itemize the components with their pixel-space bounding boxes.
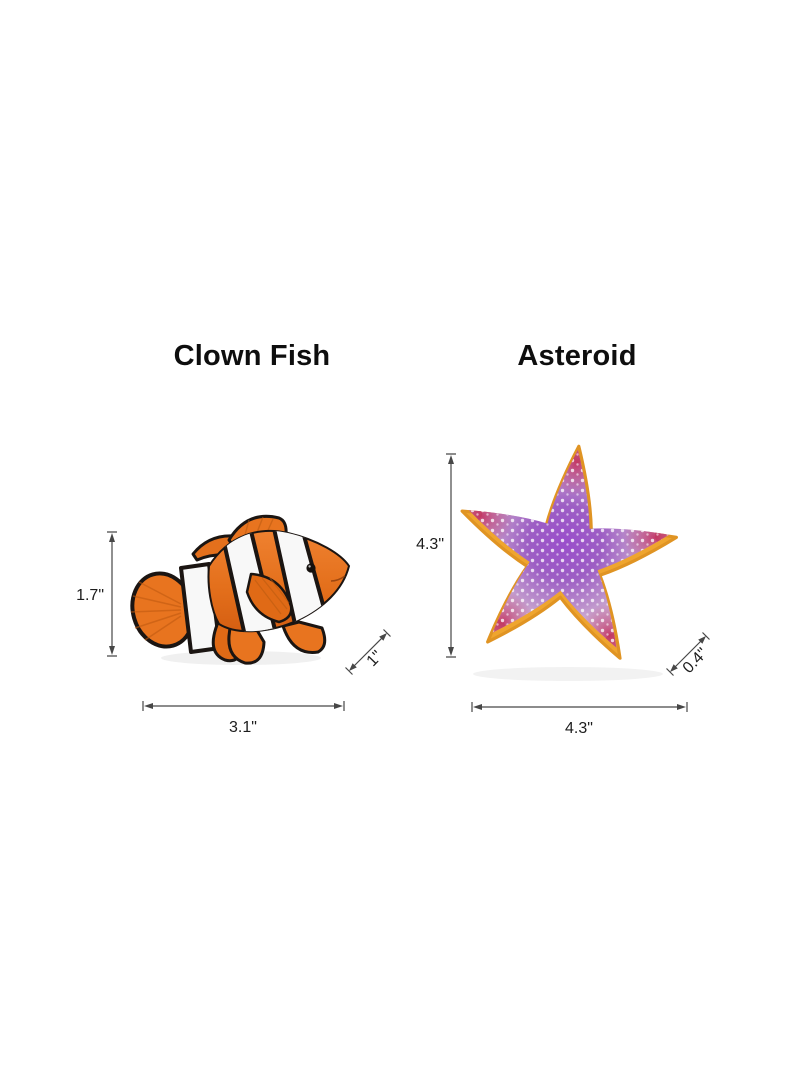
starfish-photo xyxy=(460,444,678,681)
product-title-asteroid: Asteroid xyxy=(517,340,637,372)
fish-width-dimension-line xyxy=(142,701,345,711)
fish-height-label: 1.7" xyxy=(76,587,104,604)
star-width-dimension-line xyxy=(471,702,688,712)
fish-depth-dimension-line xyxy=(345,629,391,675)
fish-height-dimension-line xyxy=(107,531,117,657)
star-width-label: 4.3" xyxy=(565,720,593,737)
star-depth-dimension-line xyxy=(666,632,710,676)
star-height-dimension-line xyxy=(446,453,456,658)
star-height-label: 4.3" xyxy=(416,536,444,553)
product-title-clown-fish: Clown Fish xyxy=(173,340,331,372)
clown-fish-photo xyxy=(130,514,351,665)
star-depth-label: 0.4" xyxy=(680,645,712,677)
fish-depth-label: 1" xyxy=(364,648,386,670)
fish-width-label: 3.1" xyxy=(229,719,257,736)
